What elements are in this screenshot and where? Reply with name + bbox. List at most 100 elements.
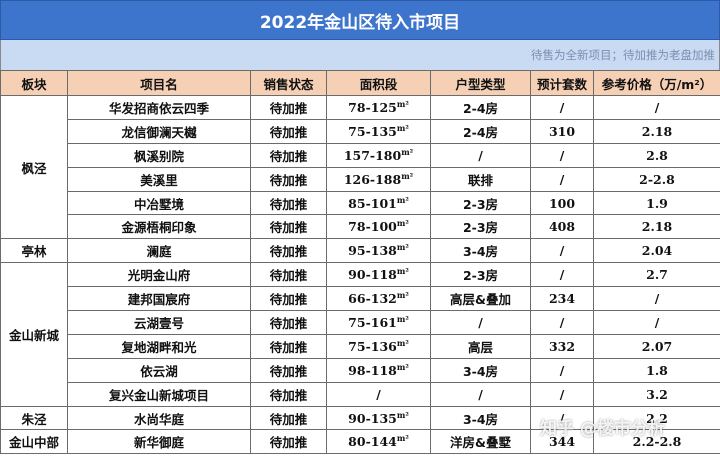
table-row: 枫溪别院 待加推 157-180m² / / 2.8: [1, 142, 720, 168]
area-cell: 126-188m²: [326, 166, 431, 192]
project-cell: 水尚华庭: [67, 405, 251, 431]
status-cell: 待加推: [250, 262, 327, 288]
units-cell: /: [530, 357, 594, 383]
type-cell: /: [430, 310, 531, 335]
status-cell: 待加推: [250, 118, 327, 144]
table-row: 金山中部 新华御庭 待加推 80-144m² 洋房&叠墅 344 2.2-2.8: [0, 429, 720, 455]
price-cell: 1.9: [593, 190, 720, 216]
area-value: 90-135: [348, 410, 397, 426]
area-cell: 95-138m²: [326, 238, 431, 264]
table-title: 2022年金山区待入市项目: [0, 0, 720, 40]
type-cell: 3-4房: [430, 238, 531, 264]
area-cell: 85-101m²: [326, 190, 431, 216]
table-row: 朱泾 水尚华庭 待加推 90-135m² 3-4房 / 2.2: [0, 405, 720, 431]
type-cell: 3-4房: [430, 405, 531, 431]
area-value: 90-118: [348, 267, 397, 283]
area-cell: 75-136m²: [326, 333, 431, 359]
type-cell: 2-3房: [430, 190, 531, 216]
project-cell: 新华御庭: [67, 429, 251, 455]
table-note: 待售为全新项目；待加推为老盘加推: [0, 40, 720, 70]
area-unit: m²: [396, 266, 409, 277]
price-cell: 2.8: [593, 142, 720, 168]
area-value: 75-135: [348, 123, 397, 139]
status-cell: 待加推: [250, 166, 327, 192]
projects-table: 板块 项目名 销售状态 面积段 户型类型 预计套数 参考价格（万/m²） 枫泾 …: [0, 70, 720, 455]
header-price: 参考价格（万/m²）: [593, 70, 720, 96]
units-cell: 310: [530, 118, 594, 144]
type-cell: 高层: [430, 333, 531, 359]
project-cell: 光明金山府: [67, 262, 251, 288]
table-row: 复地湖畔和光 待加推 75-136m² 高层 332 2.07: [1, 333, 720, 359]
price-cell: 2.18: [593, 214, 720, 240]
table-row: 美溪里 待加推 126-188m² 联排 / 2-2.8: [1, 166, 720, 192]
type-cell: 3-4房: [430, 357, 531, 383]
header-project: 项目名: [67, 70, 251, 96]
price-cell: /: [593, 310, 720, 335]
area-value: 75-136: [348, 338, 397, 354]
block-cell: 朱泾: [0, 405, 68, 431]
area-unit: m²: [396, 313, 409, 324]
units-cell: /: [530, 166, 594, 192]
project-cell: 美溪里: [67, 166, 251, 192]
area-unit: m²: [401, 146, 414, 157]
price-cell: /: [593, 286, 720, 312]
price-cell: 2.7: [593, 262, 720, 288]
project-cell: 中冶墅境: [67, 190, 251, 216]
area-cell: 66-132m²: [326, 286, 431, 312]
header-status: 销售状态: [250, 70, 327, 96]
area-value: 98-118: [348, 362, 397, 378]
area-cell: 78-100m²: [326, 214, 431, 240]
type-cell: 洋房&叠墅: [430, 429, 531, 455]
area-value: 75-161: [348, 314, 397, 330]
units-cell: 332: [530, 333, 594, 359]
area-value: 126-188: [343, 171, 402, 187]
price-cell: 2.2-2.8: [593, 429, 720, 455]
area-cell: 90-118m²: [326, 262, 431, 288]
area-unit: m²: [396, 122, 409, 133]
area-cell: 157-180m²: [326, 142, 431, 168]
status-cell: 待加推: [250, 238, 327, 264]
area-cell: 75-161m²: [326, 310, 431, 335]
project-cell: 金源梧桐印象: [67, 214, 251, 240]
status-cell: 待加推: [250, 142, 327, 168]
table-row: 云湖壹号 待加推 75-161m² / / /: [1, 310, 720, 335]
area-value: 85-101: [348, 195, 397, 211]
project-cell: 复兴金山新城项目: [67, 381, 251, 407]
price-cell: 1.8: [593, 357, 720, 383]
table-row: 龙信御澜天樾 待加推 75-135m² 2-4房 310 2.18: [1, 118, 720, 144]
area-unit: m²: [396, 194, 409, 205]
block-cell: 金山中部: [0, 429, 68, 455]
project-cell: 云湖壹号: [67, 310, 251, 335]
status-cell: 待加推: [250, 286, 327, 312]
header-type: 户型类型: [430, 70, 531, 96]
area-unit: m²: [396, 98, 409, 109]
price-cell: 2.04: [593, 238, 720, 264]
units-cell: /: [530, 95, 594, 120]
table-row: 金源梧桐印象 待加推 78-100m² 2-3房 408 2.18: [1, 214, 720, 240]
block-cell: 枫泾: [0, 94, 68, 240]
type-cell: 高层&叠加: [430, 286, 531, 312]
units-cell: /: [530, 262, 594, 288]
type-cell: 联排: [430, 166, 531, 192]
area-value: 78-100: [348, 219, 397, 235]
area-unit: m²: [396, 289, 409, 300]
units-cell: /: [530, 142, 594, 168]
price-cell: 3.2: [593, 381, 720, 407]
block-cell: 亭林: [0, 238, 68, 264]
area-cell: 80-144m²: [326, 429, 431, 455]
area-value: 66-132: [348, 291, 397, 307]
area-unit: m²: [396, 337, 409, 348]
type-cell: /: [430, 381, 531, 407]
units-cell: /: [530, 405, 594, 431]
area-value: 80-144: [348, 434, 397, 450]
table-row: 依云湖 待加推 98-118m² 3-4房 / 1.8: [1, 357, 720, 383]
area-unit: m²: [396, 409, 409, 420]
price-cell: 2-2.8: [593, 166, 720, 192]
area-cell: 75-135m²: [326, 118, 431, 144]
header-units: 预计套数: [530, 70, 594, 96]
project-cell: 复地湖畔和光: [67, 333, 251, 359]
area-value: 78-125: [348, 99, 397, 115]
project-cell: 枫溪别院: [67, 142, 251, 168]
price-cell: 2.07: [593, 333, 720, 359]
type-cell: 2-4房: [430, 95, 531, 120]
